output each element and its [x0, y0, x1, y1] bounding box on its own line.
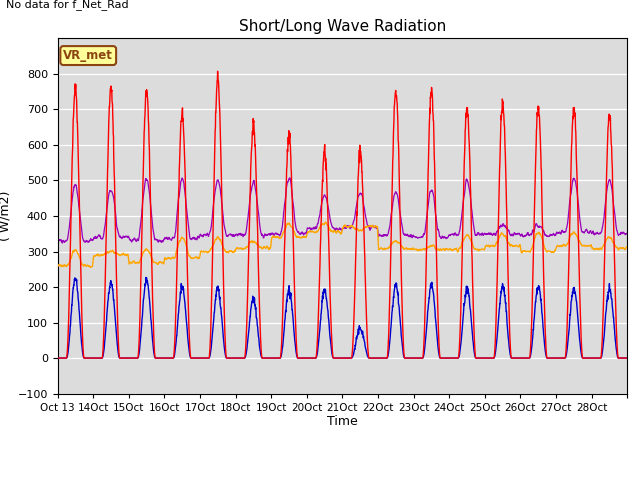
X-axis label: Time: Time	[327, 415, 358, 429]
Legend: SW in, LW in, SW out, LW out: SW in, LW in, SW out, LW out	[161, 478, 524, 480]
Title: Short/Long Wave Radiation: Short/Long Wave Radiation	[239, 20, 446, 35]
Y-axis label: ( W/m2): ( W/m2)	[0, 191, 12, 241]
Text: VR_met: VR_met	[63, 49, 113, 62]
Text: No data for f_Net_Rad: No data for f_Net_Rad	[6, 0, 129, 10]
